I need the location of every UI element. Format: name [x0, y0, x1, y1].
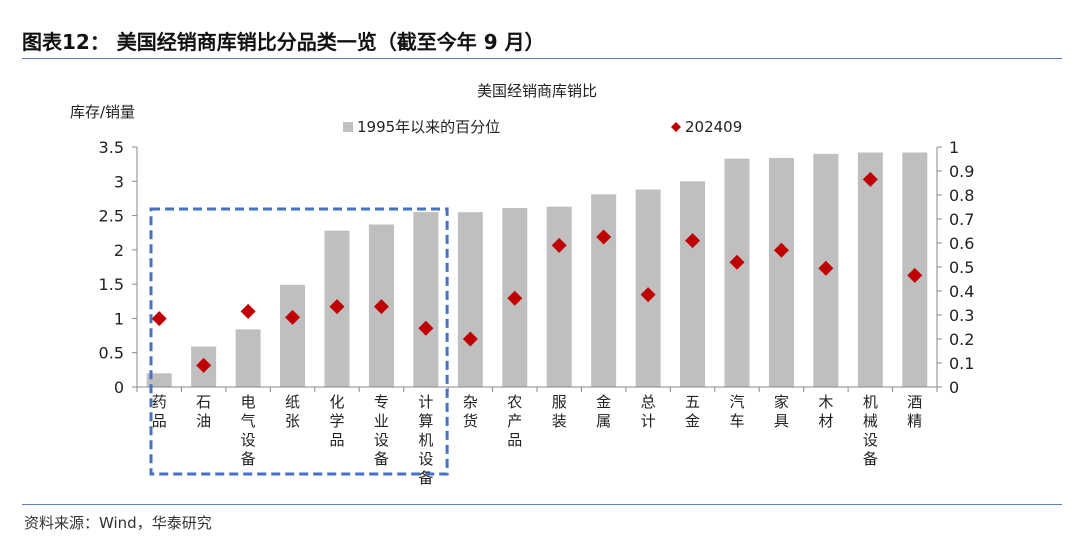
- bar: [146, 373, 172, 387]
- bar: [413, 212, 439, 387]
- x-tick-label: 服装: [552, 393, 567, 430]
- x-tick-label: 金属: [596, 393, 611, 430]
- data-point: [196, 357, 212, 373]
- y2-tick-label: 1: [949, 138, 959, 157]
- legend-point-swatch: [671, 122, 681, 132]
- data-point: [862, 171, 878, 187]
- bar: [857, 152, 883, 387]
- y-tick-label: 3.5: [99, 138, 124, 157]
- x-tick-label: 计算机设备: [418, 393, 433, 487]
- data-point: [685, 233, 701, 249]
- y-axis-label: 库存/销量: [70, 103, 135, 121]
- x-tick-label: 酒精: [907, 393, 922, 430]
- x-tick-label: 杂货: [463, 393, 478, 430]
- y-tick-label: 1: [114, 309, 124, 328]
- figure-title: 图表12： 美国经销商库销比分品类一览（截至今年 9 月）: [22, 30, 545, 54]
- bar: [680, 181, 706, 387]
- x-tick-label: 纸张: [285, 393, 300, 430]
- data-point: [907, 267, 923, 283]
- y2-tick-label: 0.1: [949, 354, 974, 373]
- x-tick-label: 五金: [685, 393, 700, 430]
- y-tick-label: 1.5: [99, 275, 124, 294]
- title-divider: [22, 58, 1062, 59]
- x-tick-label: 总计: [641, 393, 656, 430]
- y2-tick-label: 0.9: [949, 162, 974, 181]
- bar: [591, 194, 617, 387]
- y2-tick-label: 0.8: [949, 186, 974, 205]
- highlight-box: [149, 207, 449, 476]
- y2-tick-label: 0.5: [949, 258, 974, 277]
- bar: [724, 158, 750, 387]
- legend-bar-swatch: [343, 122, 353, 132]
- y2-tick-label: 0.2: [949, 330, 974, 349]
- x-tick-label: 农产品: [507, 393, 522, 449]
- legend-bar-label: 1995年以来的百分位: [357, 118, 500, 136]
- data-point: [240, 303, 256, 319]
- y-tick-label: 2: [114, 241, 124, 260]
- data-point: [640, 287, 656, 303]
- data-point: [329, 299, 345, 315]
- source-divider: [22, 504, 1062, 505]
- x-tick-label: 药品: [152, 393, 167, 430]
- x-tick-label: 化学品: [329, 393, 344, 449]
- y-tick-label: 0.5: [99, 344, 124, 363]
- source-note: 资料来源：Wind，华泰研究: [24, 514, 212, 532]
- x-tick-label: 石油: [196, 393, 211, 430]
- bar: [235, 329, 261, 387]
- bar: [280, 284, 306, 387]
- data-point: [729, 254, 745, 270]
- x-tick-label: 机械设备: [863, 393, 878, 468]
- data-point: [551, 237, 567, 253]
- y-tick-label: 0: [114, 378, 124, 397]
- y-tick-label: 3: [114, 172, 124, 191]
- data-point: [507, 290, 523, 306]
- data-point: [285, 309, 301, 325]
- x-tick-label: 电气设备: [241, 393, 256, 468]
- y2-tick-label: 0: [949, 378, 959, 397]
- data-point: [773, 242, 789, 258]
- data-point: [151, 311, 167, 327]
- x-tick-label: 家具: [774, 393, 789, 430]
- y2-tick-label: 0.6: [949, 234, 974, 253]
- y2-tick-label: 0.7: [949, 210, 974, 229]
- bar: [546, 206, 572, 387]
- x-tick-label: 汽车: [729, 393, 744, 430]
- x-tick-label: 木材: [818, 393, 833, 430]
- bar: [457, 212, 483, 387]
- data-point: [596, 229, 612, 245]
- bar: [768, 157, 794, 387]
- data-point: [418, 320, 434, 336]
- data-point: [462, 331, 478, 347]
- y2-tick-label: 0.3: [949, 306, 974, 325]
- legend-point-label: 202409: [685, 118, 742, 136]
- data-point: [818, 260, 834, 276]
- data-point: [373, 299, 389, 315]
- chart-title: 美国经销商库销比: [477, 82, 597, 100]
- y2-tick-label: 0.4: [949, 282, 974, 301]
- x-tick-label: 专业设备: [374, 393, 389, 468]
- y-tick-label: 2.5: [99, 207, 124, 226]
